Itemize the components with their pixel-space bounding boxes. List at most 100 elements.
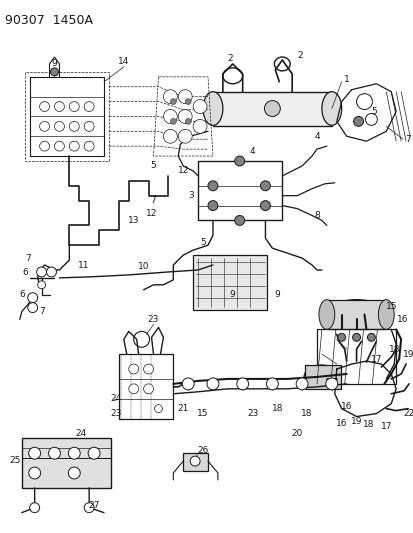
Bar xyxy=(197,161,282,221)
Circle shape xyxy=(193,119,206,133)
Circle shape xyxy=(260,181,270,191)
Text: 6: 6 xyxy=(19,290,25,299)
Circle shape xyxy=(69,141,79,151)
Ellipse shape xyxy=(377,300,393,329)
Circle shape xyxy=(295,378,307,390)
Text: 12: 12 xyxy=(177,166,188,175)
Circle shape xyxy=(37,267,46,277)
Circle shape xyxy=(178,109,192,123)
Text: 15: 15 xyxy=(197,409,208,418)
Text: 2: 2 xyxy=(297,51,302,60)
Text: 7: 7 xyxy=(404,135,410,144)
Circle shape xyxy=(128,384,138,394)
Text: 90307  1450A: 90307 1450A xyxy=(5,14,93,27)
Circle shape xyxy=(352,333,360,341)
Bar xyxy=(22,438,111,488)
Circle shape xyxy=(178,90,192,103)
Ellipse shape xyxy=(202,92,222,125)
Text: 2: 2 xyxy=(226,54,232,63)
Circle shape xyxy=(28,467,40,479)
Circle shape xyxy=(356,94,372,109)
Circle shape xyxy=(46,267,56,277)
Circle shape xyxy=(264,101,280,116)
Circle shape xyxy=(190,456,199,466)
Circle shape xyxy=(38,281,45,289)
Circle shape xyxy=(178,130,192,143)
Text: 7: 7 xyxy=(25,254,31,263)
Text: 23: 23 xyxy=(246,409,258,418)
Text: 5: 5 xyxy=(200,238,205,247)
Text: 16: 16 xyxy=(335,419,347,428)
Text: 21: 21 xyxy=(177,404,188,413)
Circle shape xyxy=(266,378,278,390)
Text: 18: 18 xyxy=(301,409,312,418)
Circle shape xyxy=(236,378,248,390)
Text: 23: 23 xyxy=(147,315,159,324)
Circle shape xyxy=(337,333,345,341)
Text: 4: 4 xyxy=(313,132,319,141)
Text: 17: 17 xyxy=(380,422,391,431)
Circle shape xyxy=(325,378,337,390)
Circle shape xyxy=(207,200,217,211)
Circle shape xyxy=(367,333,375,341)
Circle shape xyxy=(40,102,50,111)
Circle shape xyxy=(206,378,218,390)
Circle shape xyxy=(353,116,363,126)
Circle shape xyxy=(84,102,94,111)
Circle shape xyxy=(40,122,50,131)
Circle shape xyxy=(28,303,38,312)
Text: 13: 13 xyxy=(128,216,139,225)
Circle shape xyxy=(193,100,206,114)
Circle shape xyxy=(163,90,177,103)
Circle shape xyxy=(163,109,177,123)
Circle shape xyxy=(55,122,64,131)
Circle shape xyxy=(170,118,176,124)
Text: 9: 9 xyxy=(52,60,57,68)
Text: 22: 22 xyxy=(402,409,413,418)
Text: 23: 23 xyxy=(110,409,121,418)
Text: 4: 4 xyxy=(249,147,255,156)
Text: 1: 1 xyxy=(343,75,349,84)
Circle shape xyxy=(84,141,94,151)
Circle shape xyxy=(185,118,191,124)
Text: 19: 19 xyxy=(350,417,361,426)
Circle shape xyxy=(365,114,377,125)
Circle shape xyxy=(28,447,40,459)
Circle shape xyxy=(163,130,177,143)
Circle shape xyxy=(182,378,194,390)
Text: 5: 5 xyxy=(150,161,156,171)
Circle shape xyxy=(234,156,244,166)
Circle shape xyxy=(84,122,94,131)
Text: 9: 9 xyxy=(274,290,280,299)
Circle shape xyxy=(88,447,100,459)
Text: 18: 18 xyxy=(387,345,399,354)
Bar xyxy=(193,255,267,310)
Bar xyxy=(212,92,331,126)
Text: 6: 6 xyxy=(22,269,28,278)
Text: 10: 10 xyxy=(138,262,149,271)
Circle shape xyxy=(154,405,162,413)
Text: 25: 25 xyxy=(9,456,21,465)
Circle shape xyxy=(170,99,176,104)
Text: 11: 11 xyxy=(78,261,90,270)
Text: 24: 24 xyxy=(76,429,87,438)
Circle shape xyxy=(128,364,138,374)
Text: 18: 18 xyxy=(362,420,373,429)
Bar xyxy=(316,329,395,384)
Bar xyxy=(304,365,340,389)
Ellipse shape xyxy=(326,300,385,329)
Circle shape xyxy=(55,141,64,151)
Circle shape xyxy=(30,503,40,513)
Ellipse shape xyxy=(321,92,341,125)
Text: 8: 8 xyxy=(313,211,319,220)
Circle shape xyxy=(48,447,60,459)
Text: 9: 9 xyxy=(228,290,234,299)
Text: 24: 24 xyxy=(110,394,121,403)
Ellipse shape xyxy=(318,300,334,329)
Circle shape xyxy=(55,102,64,111)
Circle shape xyxy=(84,503,94,513)
Text: 27: 27 xyxy=(88,501,100,510)
Bar xyxy=(326,300,385,329)
Circle shape xyxy=(69,122,79,131)
Text: 16: 16 xyxy=(340,402,351,411)
